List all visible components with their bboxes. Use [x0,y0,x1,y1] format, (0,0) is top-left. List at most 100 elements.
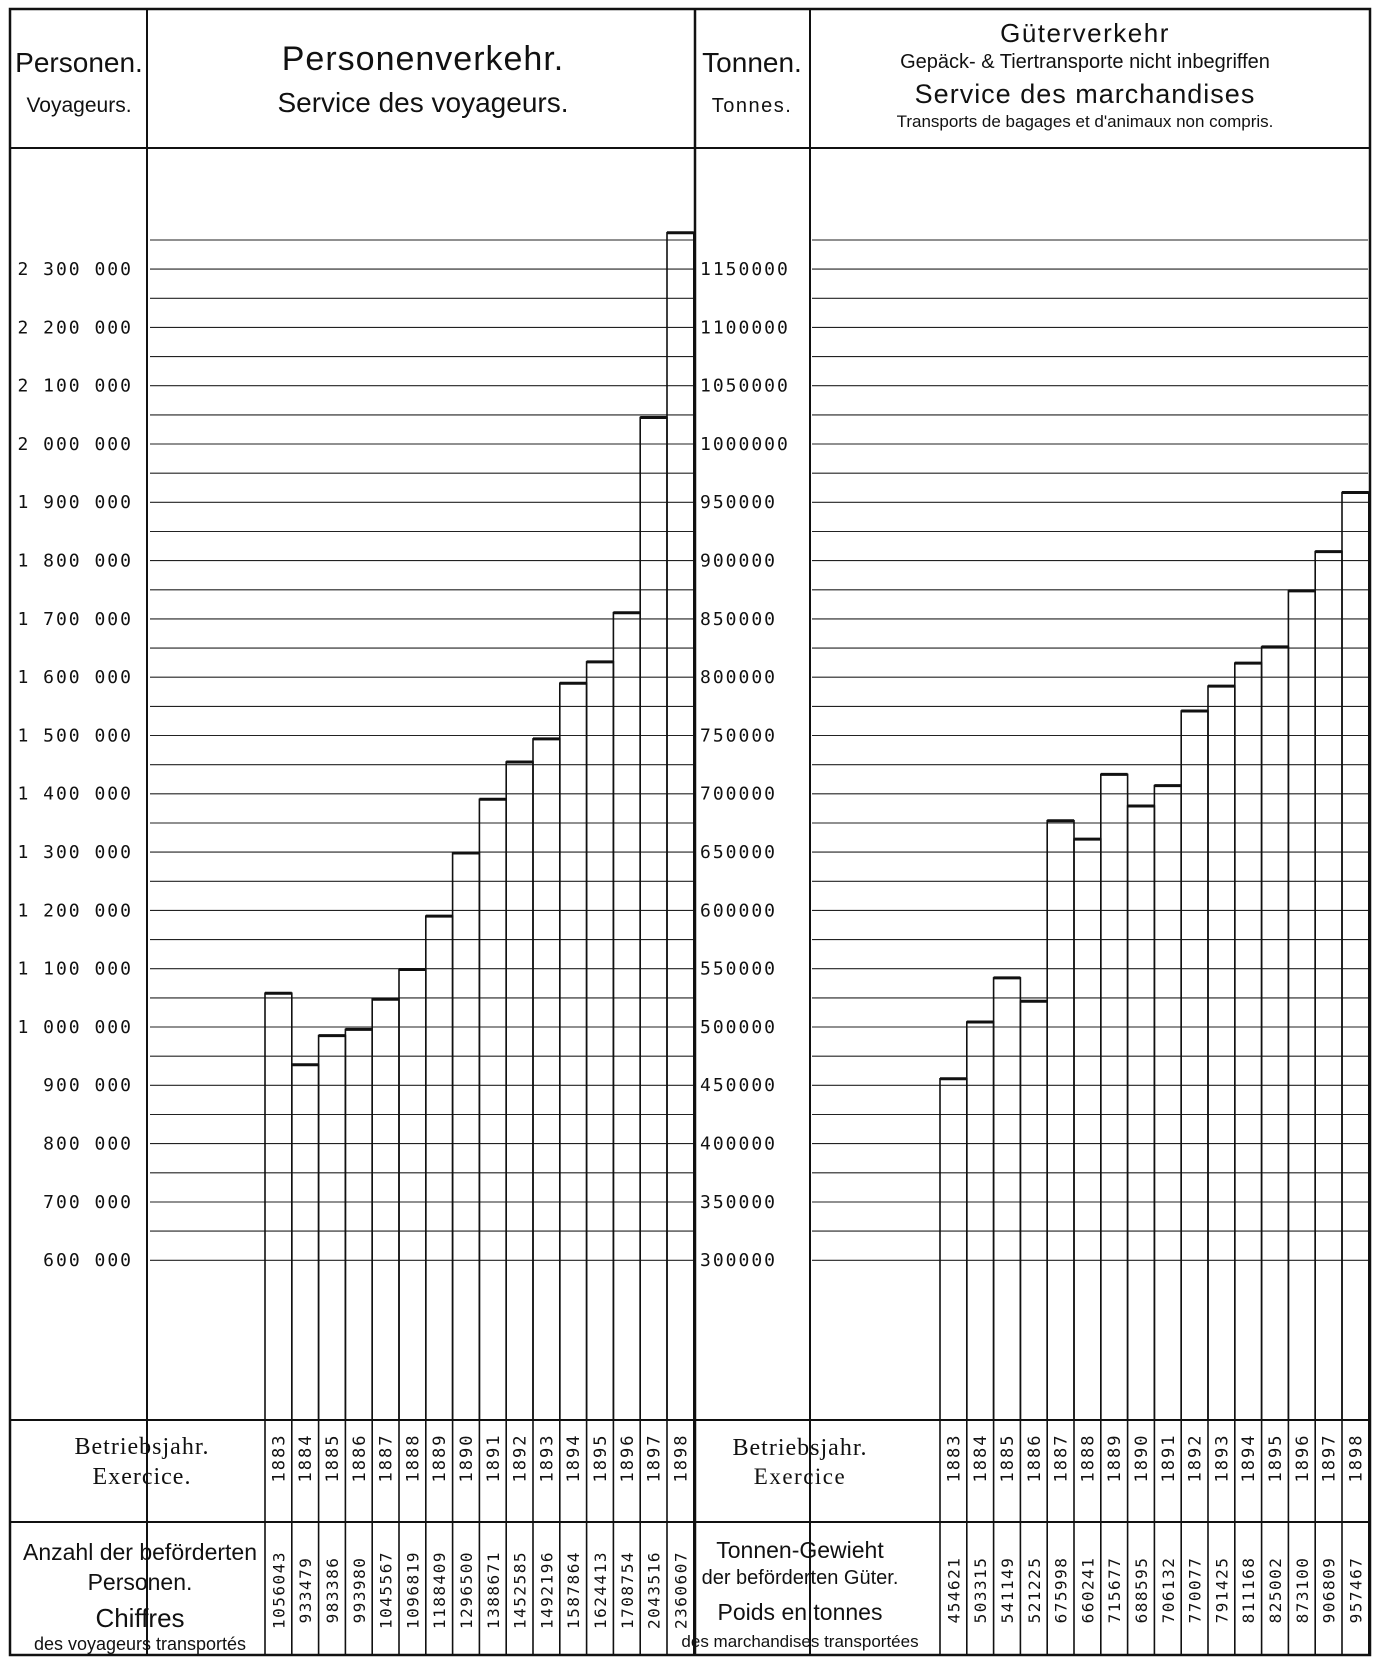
freight-bar-1883 [939,1078,968,1421]
passenger-y-tick-label: 2 200 000 [17,317,133,338]
freight-axis-title: Tonnen. [702,47,802,78]
freight-bar-1894 [1234,662,1263,1421]
passenger-header: Personen. Voyageurs. Personenverkehr. Se… [15,40,568,118]
freight-y-tick-label: 950000 [700,492,777,513]
freight-chart-title: Güterverkehr [1000,18,1170,48]
freight-year-label: 1898 [1346,1434,1366,1483]
freight-value-label: 688595 [1132,1557,1151,1624]
passenger-y-tick-label: 1 100 000 [17,959,133,980]
freight-bar-1886 [1019,1000,1049,1421]
passenger-bar-1897 [639,416,668,1421]
freight-value-label: 660241 [1078,1557,1097,1624]
passenger-chart-title: Personenverkehr. [282,40,565,78]
passenger-year-label: 1897 [645,1434,665,1483]
passenger-y-tick-label: 600 000 [43,1250,133,1271]
passenger-year-label: 1891 [484,1434,504,1483]
freight-value-label: 454621 [944,1557,963,1624]
freight-year-label: 1891 [1159,1434,1179,1483]
passenger-y-tick-label: 2 300 000 [17,259,133,280]
passenger-year-label: 1894 [564,1434,584,1483]
passenger-bar-1887 [371,998,400,1421]
freight-year-label: 1893 [1212,1434,1232,1483]
passenger-year-label: 1885 [323,1434,343,1483]
freight-y-tick-label: 800000 [700,667,777,688]
freight-year-label: 1883 [944,1434,964,1483]
passenger-data-columns: 1883 1056043 1884 933479 1885 983386 1886 99398… [264,1420,695,1655]
freight-y-tick-label: 500000 [700,1017,777,1038]
passenger-year-label: 1893 [537,1434,557,1483]
freight-bar-1890 [1126,805,1156,1421]
freight-chart-note-fr: Transports de bagages et d'animaux non c… [897,112,1274,131]
freight-y-tick-label: 1150000 [700,259,790,280]
passenger-value-label: 993980 [350,1557,369,1624]
freight-value-label: 873100 [1293,1557,1312,1624]
freight-y-tick-label: 400000 [700,1134,777,1155]
passenger-value-label: 1056043 [269,1551,288,1629]
freight-value-label: 825002 [1266,1557,1285,1624]
freight-year-label: 1890 [1132,1434,1152,1483]
passenger-year-label-fr: Exercice. [93,1464,192,1490]
passenger-value-label: 1096819 [403,1551,422,1629]
passenger-y-tick-label: 1 000 000 [17,1017,133,1038]
passenger-bar-1884 [290,1063,320,1421]
passenger-year-label: 1887 [377,1434,397,1483]
passenger-value-label: 1587864 [564,1551,583,1629]
passenger-y-tick-label: 1 900 000 [17,492,133,513]
freight-bar-1895 [1260,646,1290,1421]
freight-weight-label-2: der beförderten Güter. [702,1567,899,1589]
passenger-value-label: 933479 [296,1557,315,1624]
freight-bar-1893 [1207,685,1236,1421]
freight-weight-label-fr-2: des marchandises transportées [681,1632,918,1651]
passenger-y-tick-labels: 600 000 700 000 800 000 900 000 1 000 000 1 1… [17,259,133,1271]
freight-bar-1892 [1180,710,1209,1421]
passenger-count-label: Anzahl der beförderten [23,1539,257,1565]
passenger-bar-1893 [532,738,561,1421]
freight-y-tick-label: 600000 [700,900,777,921]
passenger-count-label-2: Personen. [88,1569,193,1595]
freight-bar-1884 [965,1021,995,1421]
freight-value-label: 715677 [1105,1557,1124,1624]
passenger-bar-1886 [344,1028,373,1421]
freight-y-tick-label: 550000 [700,959,777,980]
freight-bars [939,491,1370,1421]
freight-chart-subtitle: Service des marchandises [915,79,1256,109]
passenger-bar-1896 [612,611,642,1421]
freight-year-label-fr: Exercice [754,1464,846,1489]
passenger-year-label: 1889 [430,1434,450,1483]
passenger-y-tick-label: 1 700 000 [17,609,133,630]
passenger-bar-1885 [317,1034,347,1421]
freight-value-label: 770077 [1186,1557,1205,1624]
freight-year-label: 1897 [1320,1434,1340,1483]
passenger-year-label: 1892 [511,1434,531,1483]
passenger-y-tick-label: 800 000 [43,1134,133,1155]
passenger-y-tick-label: 2 000 000 [17,434,133,455]
passenger-y-tick-label: 1 600 000 [17,667,133,688]
passenger-bar-1892 [505,761,534,1421]
freight-y-tick-label: 350000 [700,1192,777,1213]
freight-weight-label: Tonnen-Gewieht [716,1537,884,1563]
passenger-year-label: 1895 [591,1434,611,1483]
passenger-count-label-fr: Chiffres [95,1603,184,1633]
passenger-y-tick-label: 1 500 000 [17,725,133,746]
passenger-y-tick-label: 1 400 000 [17,784,133,805]
freight-y-tick-label: 1000000 [700,434,790,455]
passenger-value-label: 2043516 [645,1551,664,1629]
freight-y-tick-label: 750000 [700,725,777,746]
freight-year-label: 1884 [971,1434,991,1483]
passenger-bar-1891 [478,798,507,1421]
passenger-bar-1890 [451,852,481,1421]
passenger-bar-1888 [398,968,427,1421]
freight-footer: Betriebsjahr. Exercice Tonnen-Gewieht de… [681,1435,918,1651]
passenger-bars [264,231,695,1421]
passenger-value-label: 1296500 [457,1551,476,1629]
freight-bar-1897 [1314,550,1343,1421]
freight-value-label: 811168 [1239,1557,1258,1624]
freight-year-label: 1895 [1266,1434,1286,1483]
freight-value-label: 957467 [1346,1557,1365,1624]
freight-data-columns: 1883 454621 1884 503315 1885 541149 1886 521225… [939,1420,1370,1655]
freight-y-tick-label: 900000 [700,551,777,572]
passenger-year-label: 1888 [403,1434,423,1483]
freight-year-label: 1896 [1293,1434,1313,1483]
passenger-bar-1895 [585,661,615,1421]
passenger-year-label: 1884 [296,1434,316,1483]
